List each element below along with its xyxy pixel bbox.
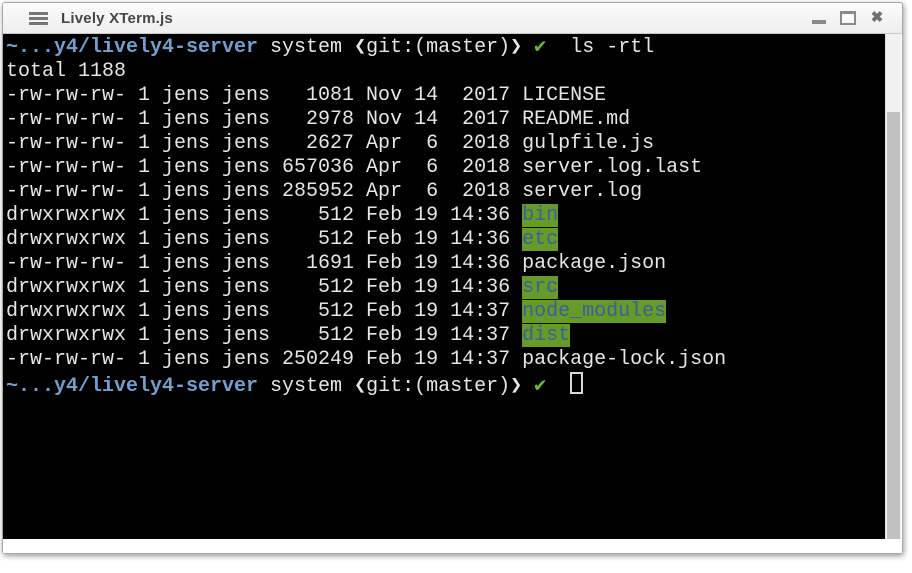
- terminal-line: ~...y4/lively4-server system ❮git:(maste…: [6, 372, 885, 399]
- terminal-line: -rw-rw-rw- 1 jens jens 657036 Apr 6 2018…: [6, 156, 885, 180]
- terminal-text: -rw-rw-rw- 1 jens jens 285952 Apr 6 2018…: [6, 180, 643, 203]
- terminal-text: -rw-rw-rw- 1 jens jens 2627 Apr 6 2018 g…: [6, 132, 655, 155]
- hamburger-bar: [29, 11, 48, 15]
- maximize-button[interactable]: [840, 10, 856, 26]
- xterm-window: Lively XTerm.js ✖ ~...y4/lively4-server …: [2, 2, 903, 554]
- terminal-text: drwxrwxrwx 1 jens jens 512 Feb 19 14:36: [6, 204, 523, 227]
- terminal-line: ~...y4/lively4-server system ❮git:(maste…: [6, 36, 885, 60]
- window-title: Lively XTerm.js: [61, 9, 173, 27]
- terminal-seg-check: ✔: [534, 375, 547, 398]
- terminal-line: -rw-rw-rw- 1 jens jens 285952 Apr 6 2018…: [6, 180, 885, 204]
- scrollbar-thumb[interactable]: [887, 112, 900, 539]
- close-button[interactable]: ✖: [869, 10, 885, 26]
- terminal-seg-path: ~...y4/lively4-server: [6, 36, 259, 59]
- scrollbar-track[interactable]: [885, 34, 901, 539]
- hamburger-bar: [29, 21, 48, 25]
- window-controls: ✖: [811, 10, 885, 26]
- terminal-seg-dir: etc: [522, 228, 559, 251]
- terminal-text: drwxrwxrwx 1 jens jens 512 Feb 19 14:37: [6, 324, 523, 347]
- terminal-line: -rw-rw-rw- 1 jens jens 1691 Feb 19 14:36…: [6, 252, 885, 276]
- terminal-text: -rw-rw-rw- 1 jens jens 250249 Feb 19 14:…: [6, 348, 727, 371]
- terminal-area: ~...y4/lively4-server system ❮git:(maste…: [3, 34, 902, 541]
- terminal-text: -rw-rw-rw- 1 jens jens 657036 Apr 6 2018…: [6, 156, 703, 179]
- terminal-line: -rw-rw-rw- 1 jens jens 2627 Apr 6 2018 g…: [6, 132, 885, 156]
- terminal-line: drwxrwxrwx 1 jens jens 512 Feb 19 14:37 …: [6, 324, 885, 348]
- title-bar[interactable]: Lively XTerm.js ✖: [3, 3, 902, 34]
- terminal-text: -rw-rw-rw- 1 jens jens 2978 Nov 14 2017 …: [6, 108, 631, 131]
- terminal-line: total 1188: [6, 60, 885, 84]
- terminal-line: -rw-rw-rw- 1 jens jens 1081 Nov 14 2017 …: [6, 84, 885, 108]
- close-icon: ✖: [870, 9, 884, 26]
- terminal-line: drwxrwxrwx 1 jens jens 512 Feb 19 14:37 …: [6, 300, 885, 324]
- terminal-screen[interactable]: ~...y4/lively4-server system ❮git:(maste…: [3, 34, 885, 541]
- hamburger-bar: [29, 16, 48, 20]
- terminal-cursor: [570, 372, 584, 394]
- terminal-seg-dir: dist: [522, 324, 571, 347]
- terminal-text: system ❮git:(master)❯: [258, 36, 535, 59]
- terminal-seg-dir: bin: [522, 204, 559, 227]
- terminal-line: -rw-rw-rw- 1 jens jens 2978 Nov 14 2017 …: [6, 108, 885, 132]
- terminal-line: drwxrwxrwx 1 jens jens 512 Feb 19 14:36 …: [6, 228, 885, 252]
- minimize-button[interactable]: [811, 10, 827, 26]
- terminal-text: -rw-rw-rw- 1 jens jens 1691 Feb 19 14:36…: [6, 252, 667, 275]
- terminal-text: total 1188: [6, 60, 127, 83]
- terminal-text: drwxrwxrwx 1 jens jens 512 Feb 19 14:36: [6, 228, 523, 251]
- terminal-seg-check: ✔: [534, 36, 547, 59]
- terminal-text: drwxrwxrwx 1 jens jens 512 Feb 19 14:36: [6, 276, 523, 299]
- terminal-text: -rw-rw-rw- 1 jens jens 1081 Nov 14 2017 …: [6, 84, 607, 107]
- terminal-line: drwxrwxrwx 1 jens jens 512 Feb 19 14:36 …: [6, 204, 885, 228]
- terminal-seg-dir: src: [522, 276, 559, 299]
- hamburger-menu-icon[interactable]: [29, 10, 48, 27]
- terminal-text: drwxrwxrwx 1 jens jens 512 Feb 19 14:37: [6, 300, 523, 323]
- terminal-text: ls -rtl: [546, 36, 655, 59]
- minimize-icon: [812, 19, 826, 24]
- window-bottom-padding: [3, 539, 902, 553]
- terminal-seg-dir: node_modules: [522, 300, 667, 323]
- terminal-text: [546, 375, 570, 398]
- terminal-line: drwxrwxrwx 1 jens jens 512 Feb 19 14:36 …: [6, 276, 885, 300]
- terminal-text: system ❮git:(master)❯: [258, 375, 535, 398]
- terminal-seg-path: ~...y4/lively4-server: [6, 375, 259, 398]
- terminal-line: -rw-rw-rw- 1 jens jens 250249 Feb 19 14:…: [6, 348, 885, 372]
- maximize-icon: [840, 11, 856, 25]
